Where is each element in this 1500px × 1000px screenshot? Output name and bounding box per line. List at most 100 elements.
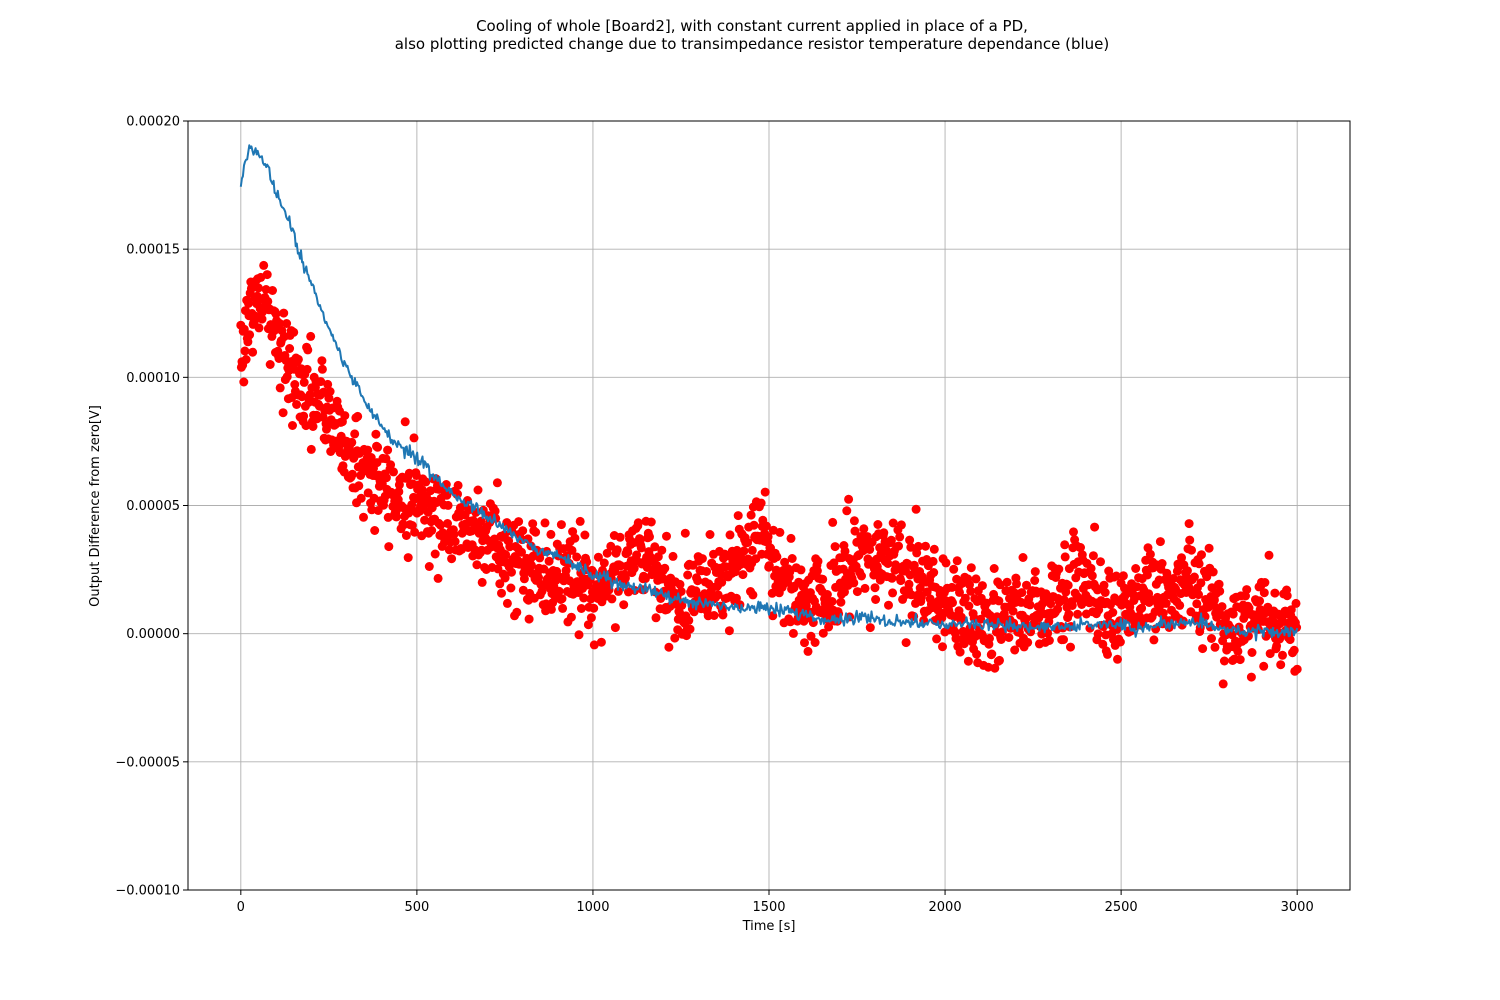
scatter-point <box>279 308 289 318</box>
scatter-point <box>733 511 743 521</box>
scatter-point <box>248 347 258 357</box>
scatter-point <box>952 556 962 566</box>
scatter-point <box>1008 606 1018 616</box>
scatter-point <box>844 494 854 504</box>
scatter-point <box>1292 623 1302 632</box>
scatter-point <box>404 468 414 478</box>
scatter-point <box>938 642 947 652</box>
scatter-point <box>399 520 408 530</box>
scatter-point <box>401 531 411 540</box>
scatter-point <box>293 354 303 364</box>
scatter-point <box>1235 655 1245 665</box>
scatter-point <box>1177 553 1186 563</box>
scatter-point <box>886 535 896 545</box>
grid-lines <box>188 120 1350 891</box>
scatter-point <box>747 545 757 555</box>
scatter-point <box>724 626 734 636</box>
scatter-point <box>246 283 256 293</box>
scatter-point <box>1292 664 1302 674</box>
scatter-point <box>394 487 404 497</box>
scatter-point <box>443 500 453 510</box>
scatter-point <box>490 506 500 516</box>
scatter-point <box>433 573 443 583</box>
scatter-point <box>518 526 528 536</box>
scatter-point <box>1155 537 1165 547</box>
scatter-point <box>849 516 859 526</box>
scatter-point <box>1093 629 1103 639</box>
scatter-point <box>963 656 973 666</box>
scatter-point <box>913 541 923 551</box>
scatter-point <box>1259 661 1269 671</box>
scatter-point <box>1291 598 1301 608</box>
scatter-point <box>1104 566 1114 576</box>
scatter-point <box>929 544 939 554</box>
scatter-point <box>447 554 457 564</box>
scatter-point <box>788 628 798 638</box>
scatter-point <box>966 586 976 596</box>
chart-title-line-2: also plotting predicted change due to tr… <box>395 35 1110 53</box>
scatter-point <box>717 577 727 587</box>
scatter-point <box>1030 576 1040 585</box>
scatter-point <box>265 360 275 369</box>
scatter-point <box>1025 600 1035 610</box>
scatter-point <box>1270 588 1280 598</box>
scatter-point <box>400 417 410 427</box>
scatter-point <box>972 649 982 659</box>
scatter-point <box>443 519 452 528</box>
scatter-point <box>787 554 797 563</box>
scatter-point <box>813 556 823 566</box>
scatter-point <box>749 520 759 530</box>
scatter-point <box>1023 637 1033 647</box>
scatter-point <box>901 638 911 648</box>
scatter-point <box>253 283 263 293</box>
y-tick-label: 0.00020 <box>126 115 180 130</box>
scatter-point <box>1162 568 1172 578</box>
scatter-point <box>602 548 612 558</box>
scatter-point <box>599 558 609 568</box>
scatter-point <box>1108 608 1118 617</box>
scatter-point <box>583 620 593 630</box>
scatter-point <box>1099 580 1109 590</box>
scatter-point <box>554 586 564 596</box>
scatter-point <box>1247 648 1257 657</box>
scatter-point <box>514 517 524 527</box>
scatter-point <box>1098 639 1108 649</box>
red-scatter-series <box>236 260 1302 689</box>
scatter-point <box>306 331 316 341</box>
scatter-point <box>288 421 297 430</box>
scatter-point <box>684 615 694 625</box>
y-tick-label: −0.00005 <box>115 755 180 770</box>
scatter-point <box>680 528 690 538</box>
scatter-point <box>824 622 834 632</box>
scatter-point <box>306 444 316 454</box>
scatter-point <box>570 533 580 543</box>
scatter-point <box>956 612 966 622</box>
scatter-point <box>693 576 703 586</box>
scatter-point <box>683 570 693 580</box>
scatter-point <box>527 560 536 570</box>
scatter-point <box>685 624 695 634</box>
scatter-point <box>497 588 506 598</box>
scatter-point <box>697 554 707 564</box>
scatter-point <box>524 614 534 624</box>
scatter-point <box>282 319 292 328</box>
scatter-point <box>472 560 482 570</box>
scatter-point <box>705 530 715 539</box>
scatter-point <box>1073 609 1083 619</box>
scatter-point <box>764 561 774 571</box>
scatter-point <box>558 603 568 613</box>
scatter-point <box>1285 635 1295 645</box>
scatter-point <box>610 623 620 633</box>
x-tick-label: 2500 <box>1105 900 1138 915</box>
scatter-point <box>1207 634 1216 643</box>
scatter-point <box>1069 527 1078 537</box>
scatter-point <box>322 424 331 434</box>
scatter-point <box>589 640 599 650</box>
scatter-point <box>317 364 327 374</box>
y-tick-label: −0.00010 <box>115 884 180 899</box>
scatter-point <box>299 411 309 421</box>
scatter-point <box>239 377 249 387</box>
scatter-point <box>319 387 329 397</box>
scatter-point <box>292 400 302 409</box>
scatter-point <box>556 520 566 530</box>
